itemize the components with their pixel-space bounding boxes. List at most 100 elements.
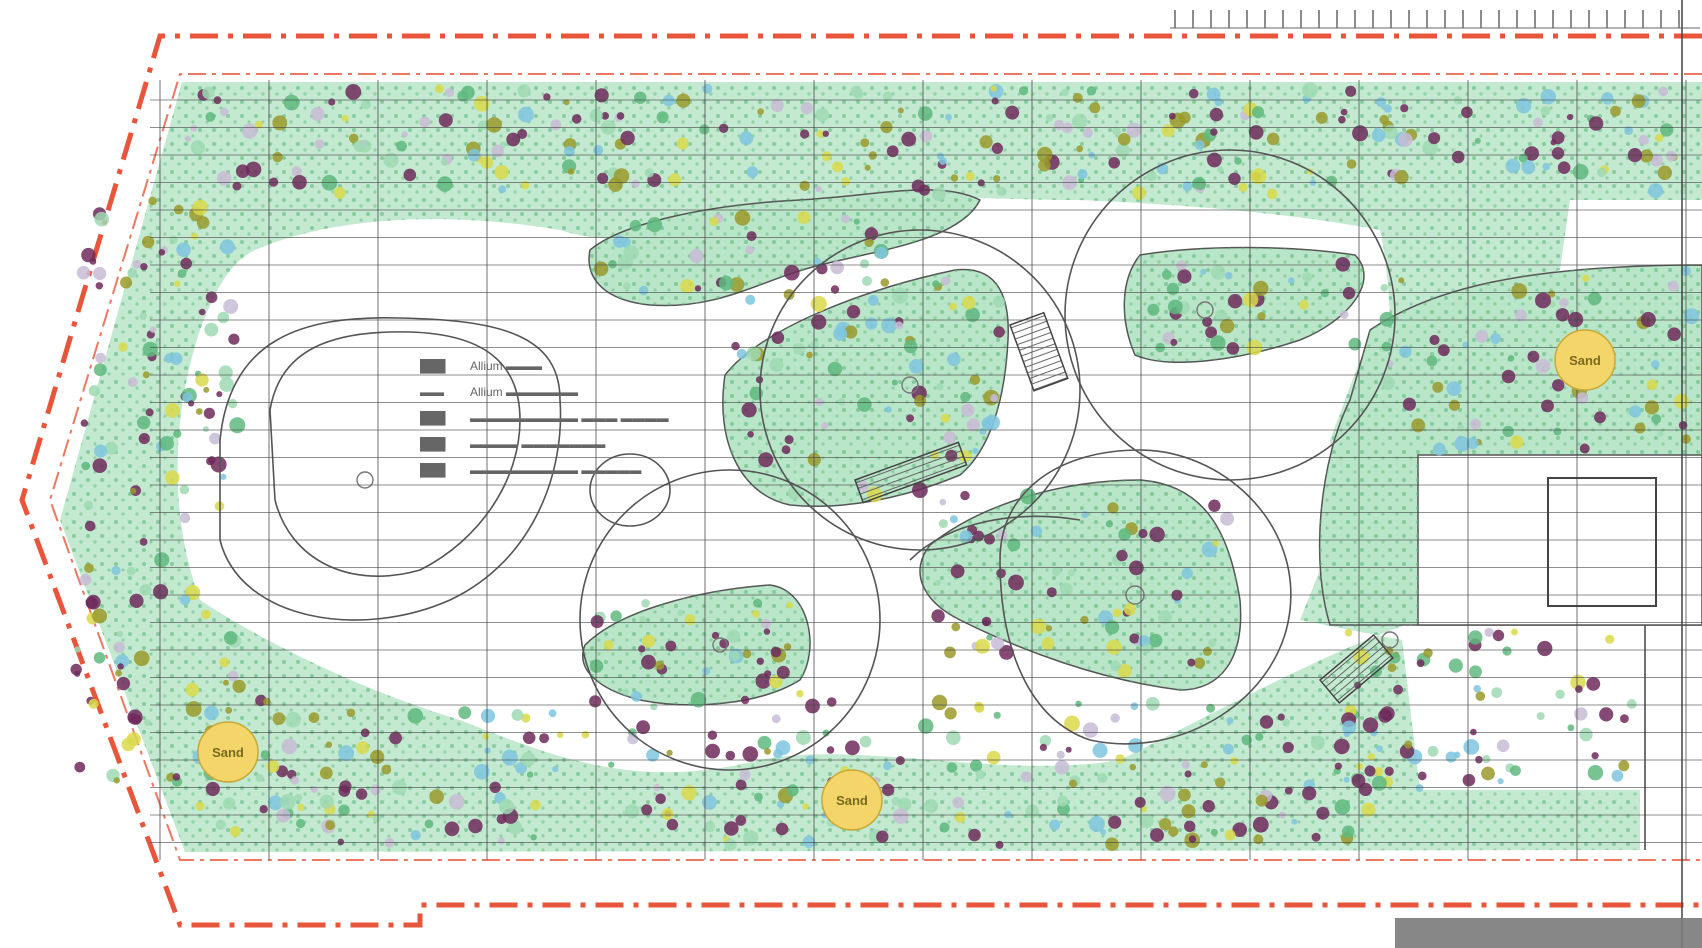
plant-symbol [1497, 778, 1504, 785]
plant-symbol [1371, 128, 1386, 143]
plant-symbol [1461, 106, 1473, 119]
plant-symbol [641, 654, 656, 670]
plant-symbol [165, 402, 180, 418]
plant-symbol [477, 120, 488, 131]
east-edge-lines [1644, 0, 1683, 948]
paving-strip [1395, 918, 1702, 948]
plant-symbol [137, 415, 151, 430]
plant-symbol [960, 490, 970, 501]
plant-symbol [616, 112, 625, 120]
plant-symbol [920, 130, 933, 143]
plant-symbol [1678, 421, 1688, 430]
plant-symbol [434, 84, 444, 94]
plant-symbol [229, 417, 246, 434]
plant-symbol [283, 94, 300, 111]
plant-symbol [742, 649, 752, 659]
plant-symbol [841, 177, 851, 186]
plant-symbol [975, 769, 986, 780]
plant-symbol [743, 830, 759, 846]
plant-symbol [419, 116, 431, 128]
plant-symbol [996, 186, 1007, 197]
plant-symbol [1210, 828, 1218, 836]
plant-symbol [1502, 646, 1512, 656]
plant-symbol [939, 157, 947, 165]
plant-symbol [965, 171, 975, 181]
legend-row: ███ ▬▬▬▬▬▬▬▬▬ ▬▬▬▬▬ [420, 463, 641, 478]
tree-marker: Sand [821, 769, 883, 831]
plant-symbol [185, 682, 200, 697]
plant-symbol [1611, 769, 1624, 782]
plant-symbol [1232, 822, 1247, 837]
plant-symbol [255, 120, 263, 129]
plant-symbol [1184, 820, 1196, 832]
plant-symbol [1282, 741, 1294, 754]
plant-symbol [1116, 549, 1128, 562]
plant-symbol [158, 249, 166, 256]
plant-symbol [1566, 114, 1574, 121]
plant-symbol [1210, 335, 1226, 351]
plant-symbol [864, 238, 874, 248]
plant-symbol [1206, 703, 1216, 713]
plant-symbol [1686, 294, 1694, 302]
plant-symbol [216, 391, 223, 398]
plant-symbol [1576, 392, 1588, 405]
legend-row: ███ Allium ▬▬▬ [420, 359, 542, 374]
svg-text:Allium ▬▬▬▬▬▬: Allium ▬▬▬▬▬▬ [470, 385, 578, 399]
plant-symbol [747, 431, 754, 438]
plant-symbol [1484, 627, 1494, 637]
plant-symbol [666, 749, 673, 757]
plant-symbol [328, 98, 336, 106]
plant-symbol [1227, 294, 1243, 309]
plant-symbol [1057, 795, 1069, 807]
plant-symbol [296, 818, 306, 829]
plant-symbol [210, 456, 227, 473]
plant-symbol [276, 765, 288, 778]
plant-symbol [993, 175, 1001, 183]
plant-symbol [1126, 122, 1142, 138]
plant-symbol [1587, 765, 1604, 781]
plant-symbol [908, 359, 924, 374]
plant-symbol [202, 426, 209, 433]
plant-symbol [944, 707, 957, 720]
plant-symbol [1008, 574, 1024, 591]
plant-symbol [668, 173, 682, 187]
plant-symbol [1542, 162, 1551, 171]
plant-symbol [341, 114, 349, 122]
plant-symbol [724, 821, 739, 836]
plant-symbol [1181, 760, 1190, 769]
plant-symbol [1423, 648, 1433, 658]
plant-symbol [1651, 360, 1660, 369]
plant-symbol [1651, 414, 1662, 424]
plant-symbol [1629, 405, 1642, 418]
plant-symbol [853, 218, 860, 225]
plant-symbol [1208, 639, 1216, 648]
plant-symbol [88, 698, 99, 709]
plant-symbol [1557, 161, 1571, 174]
plant-symbol [338, 804, 350, 816]
plant-symbol [796, 690, 804, 698]
plant-symbol [232, 181, 242, 191]
plant-symbol [1110, 660, 1121, 672]
plant-symbol [120, 276, 133, 289]
plant-symbol [1599, 707, 1614, 722]
plant-symbol [179, 512, 191, 524]
plant-symbol [389, 731, 402, 745]
plant-symbol [182, 392, 193, 403]
plant-symbol [654, 660, 665, 670]
plant-symbol [93, 266, 107, 281]
plant-symbol [1089, 102, 1101, 114]
plant-symbol [1018, 86, 1029, 96]
plant-symbol [127, 377, 138, 388]
plant-symbol [1181, 567, 1193, 580]
plant-symbol [1077, 169, 1088, 180]
plant-symbol [950, 174, 959, 182]
plant-symbol [228, 670, 239, 682]
plant-symbol [771, 331, 785, 345]
plant-symbol [945, 113, 952, 121]
plant-symbol [881, 783, 895, 797]
plant-symbol [507, 820, 523, 835]
plant-symbol [1582, 274, 1590, 282]
plant-symbol [548, 709, 557, 718]
plant-symbol [993, 326, 1005, 338]
plant-symbol [883, 761, 892, 771]
